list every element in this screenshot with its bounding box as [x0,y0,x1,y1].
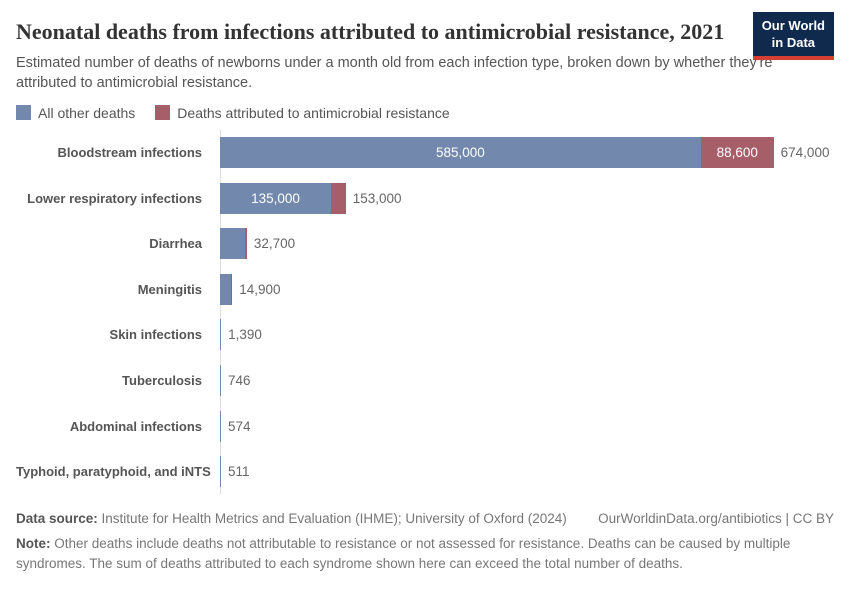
bar-track: 511 [220,456,834,488]
y-axis-line [219,129,221,494]
legend-item-amr-deaths: Deaths attributed to antimicrobial resis… [155,104,450,121]
legend: All other deaths Deaths attributed to an… [16,105,834,121]
chart-subtitle: Estimated number of deaths of newborns u… [16,54,773,92]
bar-segment-other-deaths: 135,000 [220,182,331,214]
chart-row: Diarrhea 32,700 [16,221,834,267]
legend-label-amr-deaths: Deaths attributed to antimicrobial resis… [177,104,450,121]
data-source: Data source: Institute for Health Metric… [16,509,567,529]
bar-chart: Bloodstream infections 585,000 88,600 674,0… [16,129,834,495]
category-label: Typhoid, paratyphoid, and iNTS [16,464,211,480]
page-title: Neonatal deaths from infections attribut… [16,19,725,44]
owid-logo-line2: in Data [771,34,816,50]
note-text: Other deaths include deaths not attribut… [16,535,791,571]
bar-segment-amr-deaths [330,182,346,214]
bar-track: 32,700 [220,228,834,260]
bar-segment-other-deaths [220,410,221,442]
chart-row: Bloodstream infections 585,000 88,600 674,0… [16,130,834,176]
owid-logo: Our World in Data [752,12,834,60]
bar-segment-amr-deaths: 88,600 [700,136,774,168]
bar-total-label: 14,900 [239,281,281,297]
chart-note: Note: Other deaths include deaths not at… [16,534,816,573]
bar-segment-other-deaths [220,273,231,305]
legend-label-other-deaths: All other deaths [38,104,136,121]
legend-item-other-deaths: All other deaths [16,105,135,121]
chart-row: Abdominal infections 574 [16,403,834,449]
category-label: Tuberculosis [122,372,202,388]
bar-segment-other-deaths: 585,000 [220,136,701,168]
credit-link: OurWorldinData.org/antibiotics | CC BY [598,511,834,527]
category-label: Meningitis [137,281,202,297]
bar-track: 574 [220,410,834,442]
source-row: Data source: Institute for Health Metric… [16,509,834,529]
bar-total-label: 674,000 [780,144,830,160]
note-label: Note: [16,535,51,551]
category-label: Diarrhea [149,236,202,252]
bar-segment-other-deaths [220,228,246,260]
chart-row: Lower respiratory infections 135,000 153,0… [16,175,834,221]
chart-row: Tuberculosis 746 [16,358,834,404]
chart-row: Typhoid, paratyphoid, and iNTS 511 [16,449,834,495]
bar-total-label: 574 [228,418,251,434]
bar-segment-other-deaths [220,456,221,488]
data-source-text: Institute for Health Metrics and Evaluat… [101,511,567,527]
chart-row: Skin infections 1,390 [16,312,834,358]
chart-row: Meningitis 14,900 [16,266,834,312]
chart-footer: Data source: Institute for Health Metric… [16,509,834,573]
bar-total-label: 746 [228,372,251,388]
category-label: Bloodstream infections [57,144,202,160]
bar-segment-other-deaths [220,364,221,396]
bar-track: 1,390 [220,319,834,351]
bar-track: 14,900 [220,273,834,305]
legend-swatch-blue-icon [16,105,31,121]
bar-segment-amr-deaths [230,273,233,305]
legend-swatch-red-icon [155,105,171,121]
bar-track: 135,000 153,000 [220,182,834,214]
bar-segment-amr-deaths [245,228,247,260]
data-source-label: Data source: [16,511,98,527]
bar-track: 585,000 88,600 674,000 [220,136,834,168]
bar-total-label: 153,000 [352,190,402,206]
bar-total-label: 511 [228,464,250,480]
category-label: Abdominal infections [69,418,202,434]
bar-track: 746 [220,364,834,396]
bar-total-label: 1,390 [228,327,262,343]
bar-segment-other-deaths [220,319,222,351]
bar-total-label: 32,700 [253,236,296,252]
bar-rows: Bloodstream infections 585,000 88,600 674,0… [16,130,834,495]
category-label: Skin infections [109,327,202,343]
category-label: Lower respiratory infections [27,190,202,206]
owid-logo-line1: Our World [761,18,825,33]
